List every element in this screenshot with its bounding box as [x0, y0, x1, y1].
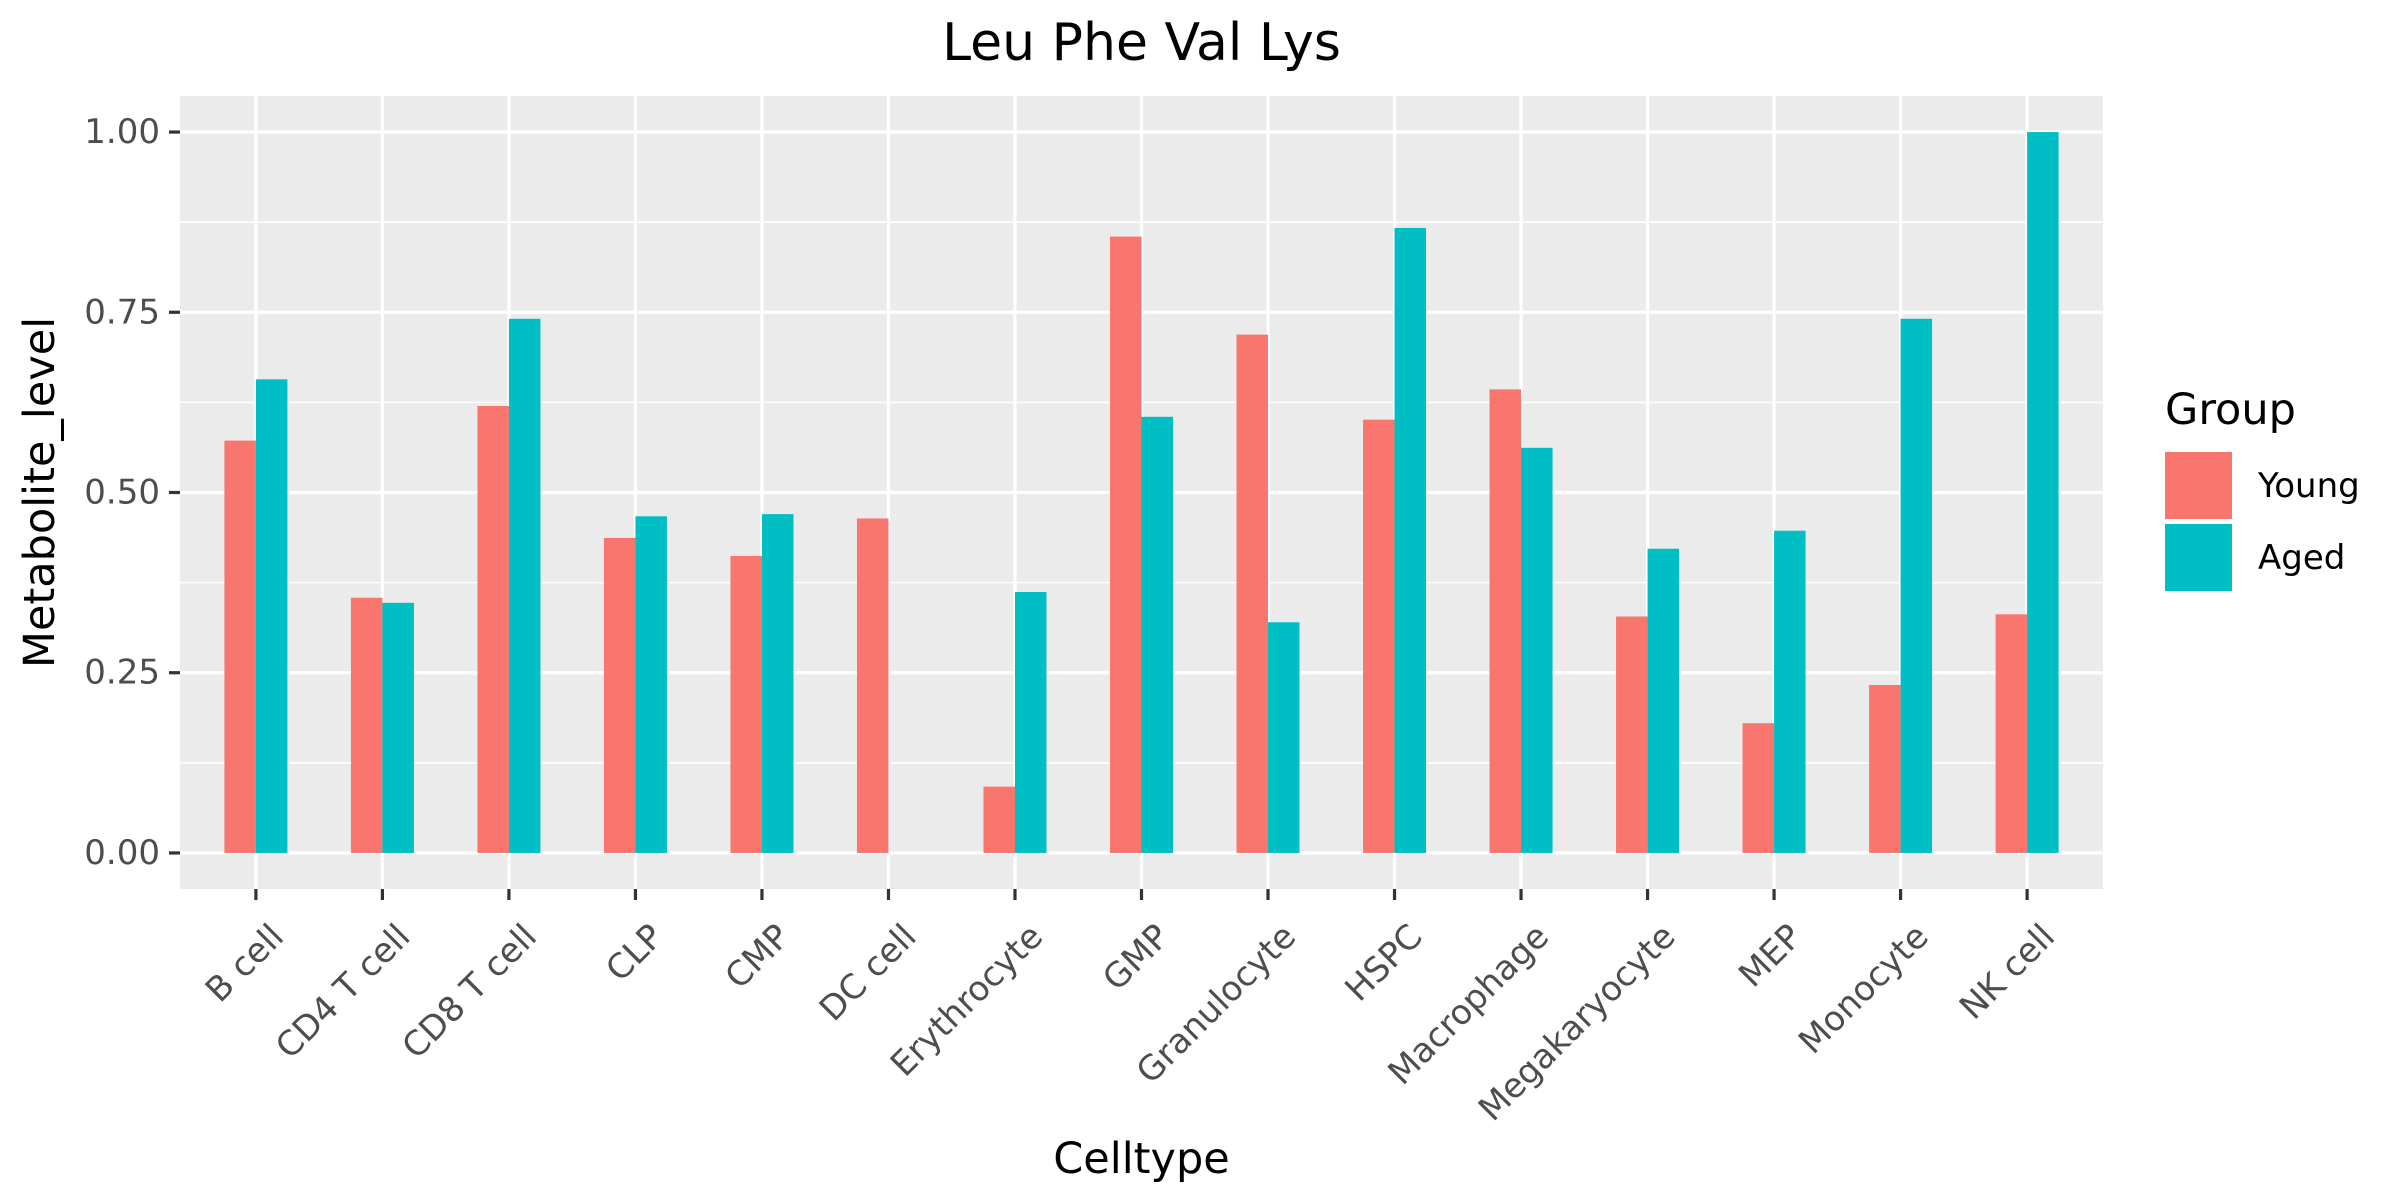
y-axis-title: Metabolite_level — [15, 317, 65, 668]
bar-young-hspc — [1363, 419, 1395, 853]
legend-label-aged: Aged — [2258, 538, 2345, 578]
bar-aged-mep — [1774, 530, 1806, 853]
bar-aged-cmp — [761, 514, 794, 853]
x-axis-title: Celltype — [1053, 1134, 1229, 1184]
bar-young-b-cell — [224, 440, 256, 853]
legend-label-young: Young — [2257, 466, 2360, 506]
bars-layer — [224, 132, 2059, 853]
legend-title: Group — [2165, 385, 2296, 435]
y-axis: 0.00 0.25 0.50 0.75 1.00 — [84, 112, 180, 873]
bar-aged-granulocyte — [1268, 622, 1300, 853]
legend-key-young — [2165, 452, 2232, 519]
bar-aged-clp — [635, 516, 667, 853]
chart-title: Leu Phe Val Lys — [942, 13, 1341, 73]
y-tick-label: 0.25 — [84, 653, 160, 693]
y-tick-label: 0.50 — [84, 473, 160, 513]
legend-key-aged — [2165, 524, 2232, 591]
y-tick-label: 0.00 — [84, 833, 160, 873]
bar-young-cd4-t-cell — [350, 597, 383, 853]
bar-young-monocyte — [1869, 684, 1901, 853]
bar-young-nk-cell — [1995, 614, 2028, 853]
bar-young-cmp — [730, 555, 762, 853]
y-tick-label: 0.75 — [84, 292, 160, 332]
bar-aged-cd4-t-cell — [382, 602, 414, 853]
bar-aged-gmp — [1141, 416, 1173, 853]
bar-aged-cd8-t-cell — [508, 318, 541, 853]
bar-young-erythrocyte — [983, 786, 1015, 853]
bar-young-cd8-t-cell — [477, 405, 509, 853]
y-tick-label: 1.00 — [84, 112, 160, 152]
bar-aged-nk-cell — [2027, 132, 2059, 853]
bar-aged-hspc — [1394, 227, 1427, 853]
bar-aged-erythrocyte — [1014, 591, 1047, 853]
bar-aged-macrophage — [1521, 447, 1553, 853]
bar-young-granulocyte — [1236, 334, 1269, 853]
bar-young-mep — [1742, 723, 1775, 853]
bar-aged-monocyte — [1900, 318, 1933, 853]
bar-aged-megakaryocyte — [1647, 548, 1680, 853]
bar-young-macrophage — [1489, 389, 1522, 853]
bar-young-clp — [603, 537, 636, 853]
legend: Group Young Aged — [2165, 385, 2360, 591]
bar-young-megakaryocyte — [1616, 616, 1648, 853]
bar-young-gmp — [1110, 236, 1142, 853]
bar-aged-b-cell — [255, 379, 288, 853]
bar-young-dc-cell — [856, 518, 889, 853]
